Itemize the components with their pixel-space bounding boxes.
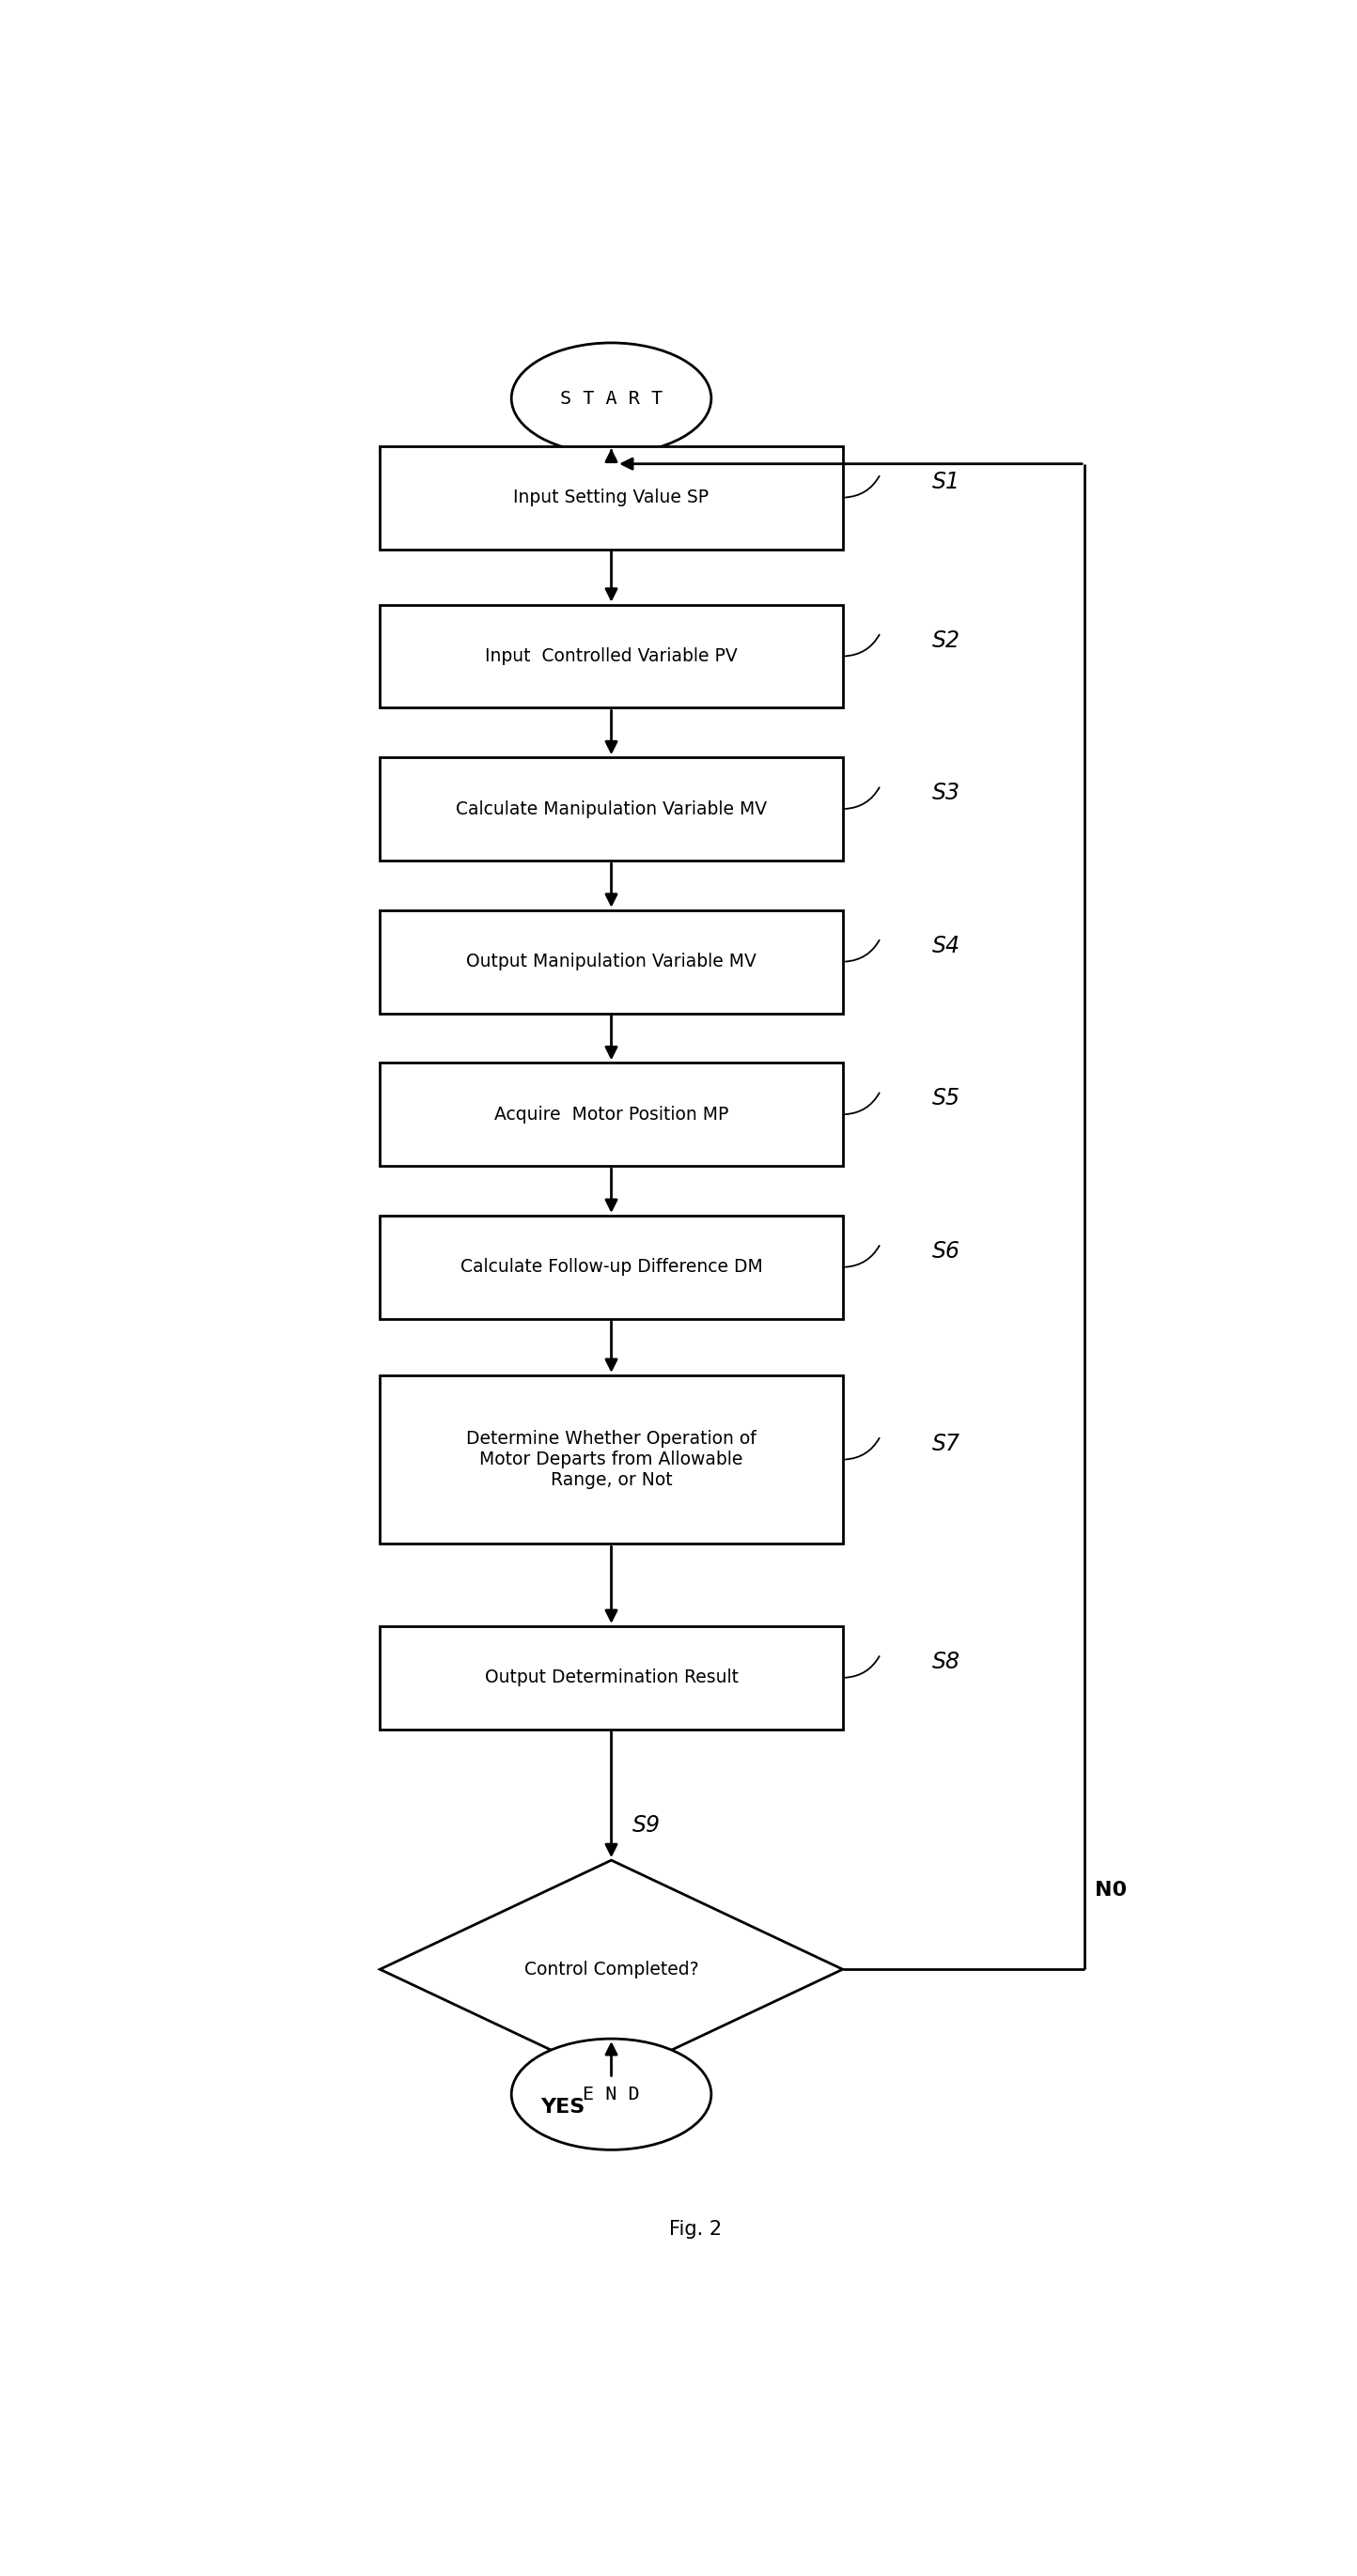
Text: N0: N0 <box>1095 1880 1128 1899</box>
Text: S3: S3 <box>932 783 961 804</box>
Text: S5: S5 <box>932 1087 961 1110</box>
Ellipse shape <box>512 343 711 453</box>
Bar <box>380 1376 843 1543</box>
Text: S8: S8 <box>932 1651 961 1674</box>
Bar <box>380 1216 843 1319</box>
Text: Acquire  Motor Position MP: Acquire Motor Position MP <box>494 1105 729 1123</box>
Text: S2: S2 <box>932 629 961 652</box>
Text: Input Setting Value SP: Input Setting Value SP <box>513 489 710 507</box>
Text: S4: S4 <box>932 935 961 958</box>
Bar <box>380 1625 843 1728</box>
Text: S1: S1 <box>932 471 961 492</box>
Bar <box>380 446 843 549</box>
Text: S T A R T: S T A R T <box>560 389 662 407</box>
Bar <box>380 909 843 1012</box>
Text: E N D: E N D <box>584 2087 639 2102</box>
Text: Fig. 2: Fig. 2 <box>669 2221 722 2239</box>
Text: S7: S7 <box>932 1432 961 1455</box>
Text: YES: YES <box>540 2099 585 2117</box>
Bar <box>380 757 843 860</box>
Text: Control Completed?: Control Completed? <box>524 1960 699 1978</box>
Text: Output Manipulation Variable MV: Output Manipulation Variable MV <box>467 953 756 971</box>
Text: Output Determination Result: Output Determination Result <box>484 1669 738 1687</box>
Text: S6: S6 <box>932 1239 961 1262</box>
Text: Determine Whether Operation of
Motor Departs from Allowable
Range, or Not: Determine Whether Operation of Motor Dep… <box>467 1430 756 1489</box>
Text: Calculate Manipulation Variable MV: Calculate Manipulation Variable MV <box>456 801 767 819</box>
Bar <box>380 605 843 708</box>
Polygon shape <box>380 1860 843 2079</box>
Ellipse shape <box>512 2038 711 2151</box>
Text: S9: S9 <box>632 1814 661 1837</box>
Text: Calculate Follow-up Difference DM: Calculate Follow-up Difference DM <box>460 1257 763 1275</box>
Text: Input  Controlled Variable PV: Input Controlled Variable PV <box>484 647 738 665</box>
Bar <box>380 1064 843 1167</box>
